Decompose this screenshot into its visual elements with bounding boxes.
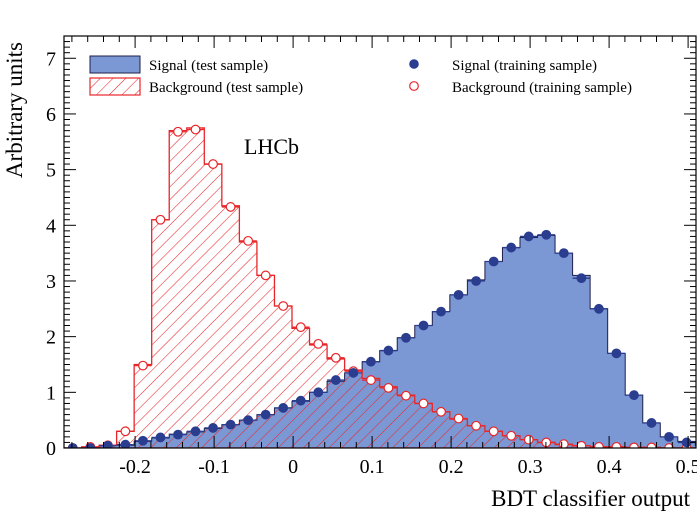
signal-training-marker <box>260 409 271 420</box>
signal-training-marker <box>453 289 464 300</box>
x-tick-label: 0.5 <box>676 456 697 478</box>
plot-contents <box>64 124 696 448</box>
background-training-marker <box>366 375 376 385</box>
x-tick-label: 0.4 <box>597 456 622 478</box>
legend: Signal (test sample) Background (test sam… <box>89 55 632 96</box>
background-training-marker <box>243 235 254 246</box>
lhcb-annotation: LHCb <box>244 134 299 159</box>
signal-training-marker <box>348 367 359 378</box>
y-tick-label: 7 <box>46 48 56 70</box>
signal-training-marker <box>471 276 482 286</box>
signal-training-marker <box>313 387 324 398</box>
legend-label-signal-test: Signal (test sample) <box>149 58 268 74</box>
background-training-marker <box>594 441 604 448</box>
x-axis-title: BDT classifier output <box>491 486 690 511</box>
y-tick-label: 2 <box>46 327 56 349</box>
background-training-marker <box>401 390 411 401</box>
background-training-marker <box>471 420 482 431</box>
background-training-marker <box>558 439 569 448</box>
signal-training-marker <box>366 356 376 367</box>
signal-training-marker <box>506 242 517 253</box>
background-training-marker <box>173 126 183 137</box>
signal-training-marker <box>558 248 569 259</box>
background-training-marker <box>278 301 289 311</box>
signal-training-marker <box>664 431 674 442</box>
legend-label-signal-training: Signal (training sample) <box>452 58 597 74</box>
x-tick-label: -0.2 <box>119 456 151 478</box>
x-tick-label: -0.1 <box>198 456 230 478</box>
legend-label-background-test: Background (test sample) <box>149 80 303 96</box>
background-training-marker <box>120 426 131 437</box>
signal-training-marker <box>67 443 78 448</box>
plot-area <box>63 35 697 449</box>
background-training-marker <box>506 430 517 441</box>
signal-training-marker <box>611 348 622 359</box>
signal-training-marker <box>278 403 289 413</box>
x-tick-label: 0.2 <box>439 456 464 478</box>
legend-marker-signal-training <box>409 59 419 69</box>
x-tick-label: 0.3 <box>518 456 543 478</box>
background-training-marker <box>295 322 306 333</box>
background-training-marker <box>664 443 674 448</box>
signal-training-marker <box>629 390 639 401</box>
background-training-marker <box>611 441 622 448</box>
signal-training-marker <box>594 303 604 314</box>
y-tick-label: 3 <box>46 271 56 293</box>
y-tick-label: 4 <box>46 215 56 237</box>
signal-training-marker <box>190 426 201 437</box>
background-training-marker <box>488 426 499 437</box>
background-training-marker <box>225 202 236 212</box>
y-axis-title: Arbitrary units <box>2 42 27 178</box>
legend-marker-background-training <box>409 81 419 91</box>
legend-swatch-signal-test <box>89 55 141 74</box>
y-tick-label: 1 <box>46 382 56 404</box>
background-training-marker <box>383 382 394 393</box>
background-training-marker <box>330 352 341 363</box>
signal-training-marker <box>383 345 394 356</box>
background-training-marker <box>155 214 166 225</box>
background-training-marker <box>523 434 534 445</box>
signal-training-marker <box>120 439 131 448</box>
y-tick-label: 0 <box>46 438 56 460</box>
background-training-marker <box>190 124 201 135</box>
signal-training-marker <box>173 429 183 440</box>
legend-swatch-background-test <box>89 77 141 96</box>
background-training-marker <box>313 338 324 349</box>
x-tick-label: 0 <box>288 456 298 478</box>
signal-training-marker <box>155 432 166 443</box>
background-training-marker <box>453 413 464 424</box>
signal-training-marker <box>243 415 254 426</box>
signal-training-marker <box>523 231 534 242</box>
axis-ticks <box>64 35 696 449</box>
signal-training-marker <box>225 419 236 430</box>
signal-training-marker <box>488 256 499 267</box>
background-training-marker <box>418 398 429 409</box>
signal-training-marker <box>646 418 657 428</box>
y-tick-label: 5 <box>46 160 56 182</box>
signal-training-marker <box>401 332 411 343</box>
signal-training-marker <box>418 320 429 331</box>
signal-training-marker <box>102 440 113 448</box>
background-training-marker <box>260 270 271 281</box>
background-training-marker <box>138 360 148 371</box>
signal-training-marker <box>541 229 552 240</box>
y-tick-label: 6 <box>46 104 56 126</box>
signal-training-marker <box>681 437 692 448</box>
signal-training-marker <box>208 423 218 433</box>
x-tick-label: 0.1 <box>360 456 385 478</box>
signal-training-marker <box>576 273 587 284</box>
background-training-marker <box>576 440 587 448</box>
legend-label-background-training: Background (training sample) <box>452 80 632 96</box>
signal-training-marker <box>295 395 306 406</box>
signal-training-marker <box>436 306 446 317</box>
tick-labels: -0.2 -0.1 0 0.1 0.2 0.3 0.4 0.5 0 1 2 3 4 5 6 7 <box>46 48 697 478</box>
background-training-marker <box>436 406 446 417</box>
signal-training-marker <box>330 375 341 385</box>
background-training-marker <box>208 159 218 169</box>
signal-training-marker <box>138 435 148 446</box>
